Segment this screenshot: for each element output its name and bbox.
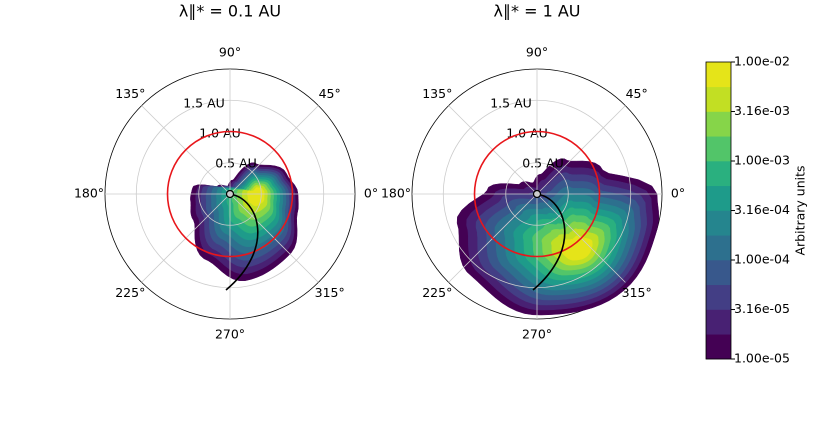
theta-tick-label: 270° [522,327,552,342]
r-tick-label: 1.5 AU [183,96,225,111]
theta-tick-label: 0° [364,186,378,201]
colorbar-band [706,284,731,310]
colorbar-band [706,185,731,211]
theta-tick-label: 270° [215,327,245,342]
reference-circle [473,130,601,258]
r-tick-label: 1.5 AU [490,96,532,111]
colorbar-tick-label: 1.00e-05 [734,351,790,366]
colorbar-band [706,309,731,335]
reference-circle [166,130,294,258]
r-tick-label: 0.5 AU [522,156,564,171]
theta-tick-label: 180° [381,186,411,201]
colorbar-band [706,111,731,137]
colorbar-band [706,235,731,261]
colorbar-band [706,260,731,286]
colorbar-band [706,136,731,162]
colorbar-band [706,86,731,112]
theta-tick-label: 225° [115,285,145,300]
spiral [225,193,259,291]
theta-tick-label: 135° [115,86,145,101]
colorbar-tick-label: 1.00e-04 [734,252,790,267]
theta-tick-label: 90° [219,45,241,60]
colorbar-band [706,161,731,187]
theta-tick-label: 45° [319,86,341,101]
colorbar-tick-label: 3.16e-03 [734,103,790,118]
colorbar-tick-label: 1.00e-03 [734,153,790,168]
sun [225,189,235,199]
theta-tick-label: 180° [74,186,104,201]
chart-title: λ∥* = 0.1 AU [179,2,281,21]
contours [456,158,660,316]
colorbar-label: Arbitrary units [793,165,808,255]
theta-tick-label: 225° [422,285,452,300]
spiral [532,193,566,291]
colorbar-band [706,210,731,236]
theta-tick-label: 90° [526,45,548,60]
theta-tick-label: 315° [315,285,345,300]
colorbar-tick-label: 3.16e-04 [734,202,790,217]
theta-tick-label: 45° [626,86,648,101]
theta-tick-label: 0° [671,186,685,201]
colorbar-tick-label: 1.00e-02 [734,54,790,69]
theta-tick-label: 315° [622,285,652,300]
r-tick-label: 0.5 AU [215,156,257,171]
colorbar-tick-label: 3.16e-05 [734,301,790,316]
colorbar-band [706,62,731,88]
theta-tick-label: 135° [422,86,452,101]
colorbar-band [706,334,731,360]
sun [532,189,542,199]
chart-title: λ∥* = 1 AU [494,2,581,21]
